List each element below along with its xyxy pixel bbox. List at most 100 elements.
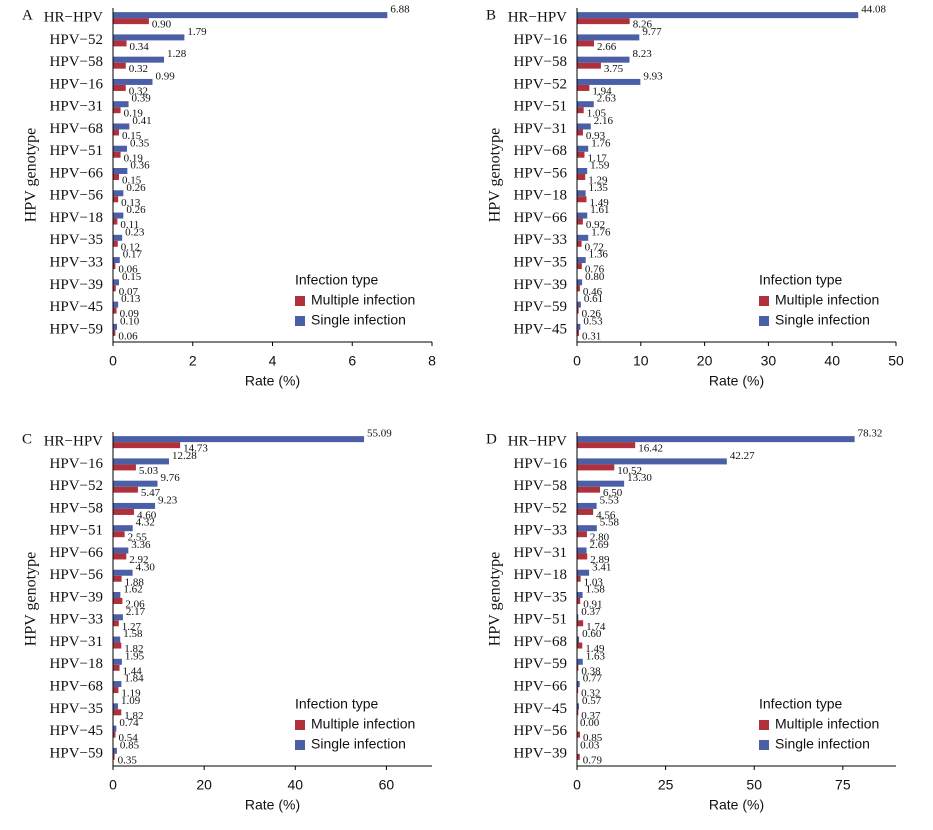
bar	[113, 664, 120, 671]
x-tick-label: 20	[697, 353, 713, 369]
x-axis-title: Rate (%)	[245, 797, 300, 813]
value-label: 3.75	[604, 63, 624, 75]
bar	[577, 731, 581, 738]
category-label: HPV−33	[50, 255, 103, 271]
bar	[113, 257, 120, 264]
bar	[577, 168, 588, 174]
category-label: HPV−58	[514, 478, 567, 494]
bar	[113, 642, 122, 649]
bar	[113, 687, 119, 694]
value-label: 1.76	[591, 137, 611, 149]
category-label: HPV−59	[514, 656, 567, 672]
value-label: 0.00	[580, 717, 600, 729]
bar	[113, 592, 121, 598]
x-tick-label: 50	[746, 777, 762, 793]
category-label: HPV−16	[50, 76, 104, 92]
value-label: 1.58	[586, 584, 606, 596]
category-label: HPV−66	[50, 545, 104, 561]
legend-title: Infection type	[759, 272, 842, 288]
value-label: 0.77	[583, 673, 603, 685]
category-label: HPV−31	[514, 545, 567, 561]
legend-swatch	[295, 720, 305, 730]
x-tick-label: 40	[824, 353, 840, 369]
bar	[577, 642, 583, 649]
bar	[577, 145, 589, 152]
legend-label: Multiple infection	[775, 292, 879, 308]
bar	[577, 687, 579, 694]
category-label: HPV−18	[50, 656, 103, 672]
category-label: HPV−39	[514, 277, 567, 293]
bar	[577, 436, 855, 443]
x-tick-label: 75	[835, 777, 851, 793]
value-label: 0.12	[121, 241, 140, 253]
bar	[113, 34, 185, 41]
bar	[113, 636, 121, 643]
value-label: 0.15	[122, 130, 142, 142]
bar	[113, 575, 122, 582]
bar	[113, 458, 169, 465]
bar	[577, 12, 859, 19]
bar	[113, 129, 119, 136]
value-label: 2.63	[597, 93, 617, 105]
value-label: 6.50	[603, 487, 623, 499]
bar	[577, 129, 583, 136]
bar	[577, 442, 636, 449]
value-label: 42.27	[730, 450, 755, 462]
bar	[577, 62, 601, 69]
panel-label: C	[22, 431, 32, 447]
bar	[577, 190, 586, 197]
value-label: 1.49	[590, 197, 610, 209]
category-label: HPV−51	[514, 612, 567, 628]
category-label: HR−HPV	[508, 434, 567, 450]
bar	[577, 664, 579, 671]
value-label: 0.99	[155, 70, 175, 82]
value-label: 2.16	[594, 115, 614, 127]
value-label: 1.28	[167, 48, 187, 60]
bar	[577, 458, 727, 465]
value-label: 1.49	[585, 643, 605, 655]
bar	[113, 12, 388, 19]
value-label: 5.03	[139, 465, 159, 477]
y-axis-title: HPV genotype	[487, 128, 504, 222]
value-label: 0.91	[583, 599, 602, 611]
bar	[113, 78, 153, 85]
category-label: HPV−33	[514, 232, 567, 248]
value-label: 0.93	[586, 130, 606, 142]
value-label: 0.15	[122, 175, 142, 187]
value-label: 0.35	[130, 137, 150, 149]
x-axis-title: Rate (%)	[245, 373, 300, 389]
category-label: HPV−52	[514, 76, 567, 92]
value-label: 1.19	[121, 688, 141, 700]
y-axis-title: HPV genotype	[23, 128, 40, 222]
bar	[577, 636, 580, 643]
value-label: 0.85	[120, 739, 140, 751]
value-label: 2.55	[128, 532, 148, 544]
category-label: HPV−45	[50, 723, 103, 739]
bar	[577, 525, 597, 532]
legend-title: Infection type	[295, 696, 378, 712]
panel: B HPV genotype Rate (%) HR−HPV 8.26 44.08 HPV−…	[486, 4, 904, 389]
category-label: HPV−39	[50, 277, 103, 293]
value-label: 3.41	[592, 561, 611, 573]
value-label: 2.06	[125, 599, 145, 611]
bar	[577, 279, 583, 286]
x-tick-label: 0	[573, 353, 581, 369]
value-label: 1.63	[586, 650, 606, 662]
bar	[577, 263, 582, 270]
y-axis-title: HPV genotype	[23, 552, 40, 646]
bar	[577, 123, 591, 130]
value-label: 0.19	[124, 108, 144, 120]
bar	[113, 747, 117, 754]
bar	[577, 40, 594, 47]
category-label: HPV−68	[50, 679, 103, 695]
category-label: HPV−59	[50, 745, 103, 761]
legend-label: Multiple infection	[775, 716, 879, 732]
value-label: 0.37	[581, 606, 601, 618]
value-label: 0.19	[124, 152, 144, 164]
x-tick-label: 0	[573, 777, 581, 793]
category-label: HPV−35	[514, 255, 567, 271]
value-label: 5.47	[141, 487, 161, 499]
value-label: 8.23	[633, 48, 653, 60]
bar	[113, 145, 127, 152]
bar	[113, 307, 117, 314]
